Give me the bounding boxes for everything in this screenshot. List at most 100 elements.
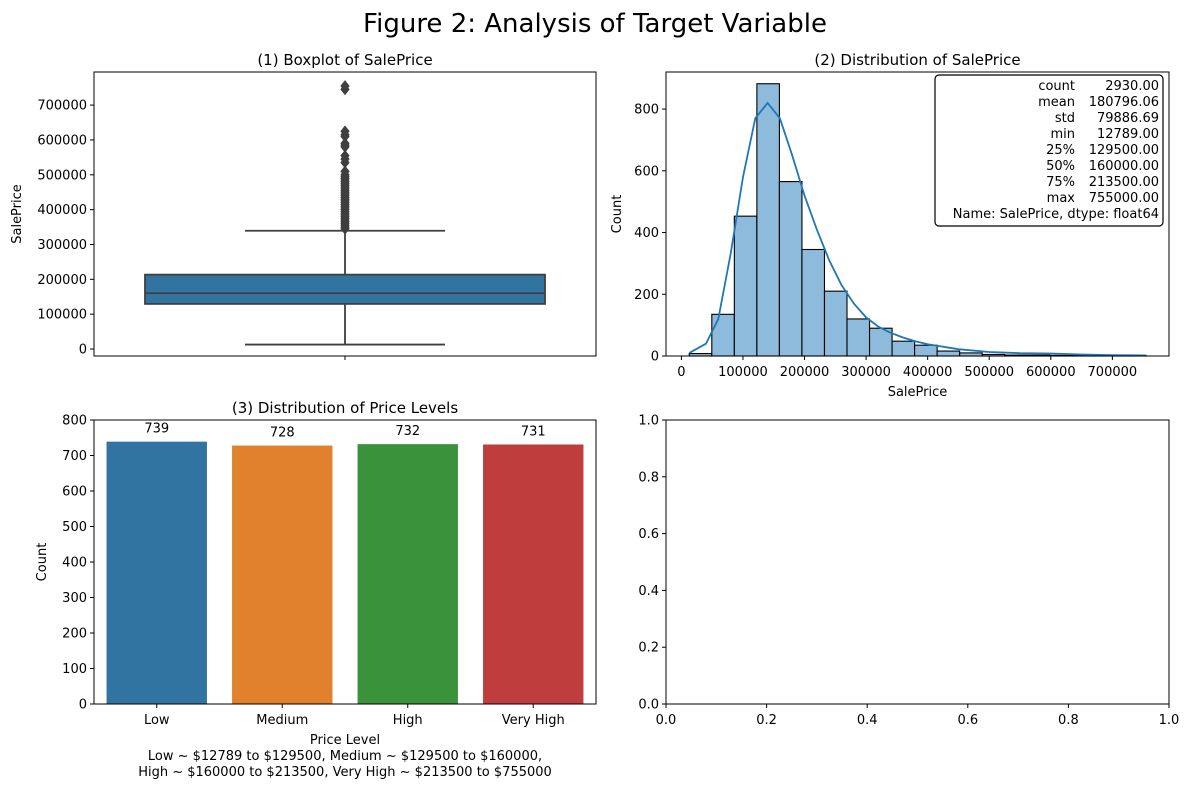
stats-value: 180796.06	[1089, 95, 1159, 110]
y-tick-label: 800	[634, 103, 659, 118]
kde-line	[688, 101, 1147, 357]
outlier-point	[340, 125, 350, 138]
y-tick-label: 400	[62, 556, 87, 571]
y-tick-label: 600	[634, 164, 659, 179]
figure-title: Figure 2: Analysis of Target Variable	[363, 9, 827, 39]
histogram-bar	[711, 313, 735, 357]
histogram-bar	[733, 215, 758, 357]
stats-box	[934, 74, 1164, 227]
x-tick-label: Medium	[256, 713, 308, 728]
axes-title: (3) Distribution of Price Levels	[232, 399, 458, 417]
y-tick-label: 0.2	[638, 641, 659, 656]
stats-value: 755000.00	[1089, 191, 1159, 206]
stats-label: 75%	[1046, 175, 1075, 190]
histogram-bar	[823, 290, 848, 357]
outlier-point	[340, 149, 350, 162]
y-axis-label: Count	[35, 543, 50, 582]
stats-footer: Name: SalePrice, dtype: float64	[953, 207, 1159, 222]
bar-value-label: 739	[144, 422, 169, 437]
y-tick-label: 0.4	[638, 584, 659, 599]
y-tick-label: 500000	[37, 168, 87, 183]
y-tick-label: 100000	[37, 308, 87, 323]
stats-label: min	[1050, 127, 1075, 142]
stats-label: mean	[1038, 95, 1075, 110]
x-axis-note-line2: High ~ $160000 to $213500, Very High ~ $…	[138, 765, 552, 780]
x-tick-label: 0.0	[656, 713, 677, 728]
bar	[357, 444, 458, 704]
x-tick-label: 0.2	[756, 713, 777, 728]
histogram-bar	[801, 248, 826, 357]
x-tick-label: Very High	[502, 713, 565, 728]
y-tick-label: 0.0	[638, 698, 659, 713]
y-tick-label: 400000	[37, 203, 87, 218]
y-tick-label: 600	[62, 485, 87, 500]
stats-label: std	[1055, 111, 1075, 126]
stats-label: count	[1038, 79, 1075, 94]
y-tick-label: 500	[62, 520, 87, 535]
x-tick-label: 200000	[780, 365, 830, 380]
y-tick-label: 200	[634, 288, 659, 303]
y-tick-label: 300000	[37, 238, 87, 253]
stats-value: 79886.69	[1097, 111, 1159, 126]
y-tick-label: 0	[79, 343, 87, 358]
histogram-bar	[756, 83, 780, 357]
y-tick-label: 300	[62, 591, 87, 606]
empty-panel: 0.0 0.2 0.4 0.6 0.8 1.0 0.0 0.2 0.4 0.6 0.8 1.0	[638, 414, 1179, 729]
stats-value: 160000.00	[1089, 159, 1159, 174]
axes-title: (1) Boxplot of SalePrice	[257, 51, 432, 69]
y-tick-label: 0.8	[638, 470, 659, 485]
x-tick-label: 600000	[1026, 365, 1076, 380]
x-axis-label: Price Level	[310, 733, 380, 748]
x-axis-label: SalePrice	[888, 385, 948, 400]
stats-label: max	[1047, 191, 1076, 206]
stats-label: 25%	[1046, 143, 1075, 158]
histogram-bar	[778, 181, 803, 357]
bar-chart-panel: (3) Distribution of Price Levels 739 Low 72…	[35, 399, 597, 780]
y-tick-label: 200	[62, 627, 87, 642]
histogram-bar	[846, 318, 871, 357]
x-tick-label: 500000	[964, 365, 1014, 380]
y-tick-label: 800	[62, 414, 87, 429]
x-tick-label: 0	[677, 365, 685, 380]
bar-value-label: 732	[395, 424, 420, 439]
bar-value-label: 728	[270, 426, 295, 441]
x-tick-label: 0.4	[857, 713, 878, 728]
x-tick-label: 100000	[718, 365, 768, 380]
x-tick-label: 300000	[841, 365, 891, 380]
y-tick-label: 700000	[37, 99, 87, 114]
axes-frame	[665, 419, 1170, 705]
stats-value: 2930.00	[1105, 79, 1159, 94]
y-tick-label: 0	[651, 350, 659, 365]
y-tick-label: 200000	[37, 273, 87, 288]
y-tick-label: 1.0	[638, 414, 659, 429]
x-tick-label: Low	[144, 713, 170, 728]
y-axis-label: SalePrice	[10, 184, 25, 244]
x-tick-label: 1.0	[1159, 713, 1180, 728]
stats-value: 12789.00	[1097, 127, 1159, 142]
bar	[232, 445, 333, 704]
x-tick-label: 700000	[1088, 365, 1138, 380]
y-axis-label: Count	[610, 195, 625, 234]
bar	[483, 444, 584, 704]
histogram-bar	[936, 350, 961, 357]
y-tick-label: 0.6	[638, 527, 659, 542]
stats-value: 129500.00	[1089, 143, 1159, 158]
histogram-bar	[891, 340, 916, 357]
axes-frame	[665, 71, 1170, 357]
x-tick-label: 0.8	[1058, 713, 1079, 728]
y-tick-label: 700	[62, 449, 87, 464]
axes-title: (2) Distribution of SalePrice	[814, 51, 1020, 69]
stats-label: 50%	[1046, 159, 1075, 174]
outlier-point	[340, 80, 350, 92]
x-axis-note-line1: Low ~ $12789 to $129500, Medium ~ $12950…	[148, 749, 542, 764]
x-tick-label: 0.6	[957, 713, 978, 728]
boxplot-panel: (1) Boxplot of SalePrice 0 100000 200000 300…	[10, 51, 597, 360]
x-tick-label: 400000	[903, 365, 953, 380]
bar-value-label: 731	[521, 424, 546, 439]
histogram-panel: (2) Distribution of SalePrice 0 200 400 600 8…	[610, 51, 1170, 400]
y-tick-label: 600000	[37, 133, 87, 148]
box	[144, 273, 546, 305]
x-tick-label: High	[393, 713, 423, 728]
bar	[106, 441, 207, 704]
